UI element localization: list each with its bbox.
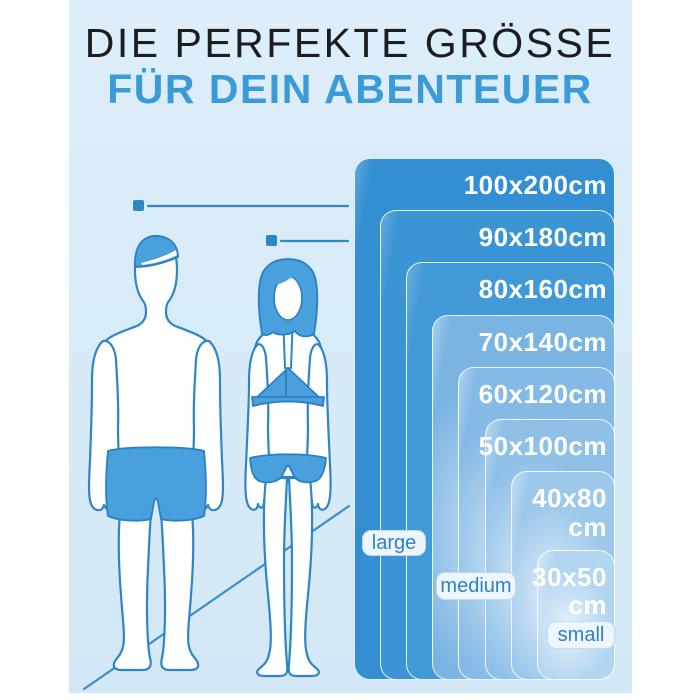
size-badge-label: large [371,531,417,554]
size-label: 80x160cm [478,274,607,305]
size-badge-medium: medium [436,572,516,600]
size-label: 90x180cm [478,222,607,253]
size-label: 100x200cm [463,170,607,200]
page-subtitle: FÜR DEIN ABENTEUER [107,66,593,112]
size-label: 30x50 cm [532,561,607,621]
size-label: 50x100cm [478,431,607,461]
size-badge-label: small [557,623,605,646]
size-label: 60x120cm [478,378,607,409]
size-label: 70x140cm [478,326,607,357]
man-silhouette-icon [87,234,225,672]
size-badge-label: medium [440,574,512,597]
size-badge-small: small [547,621,615,649]
man-height-marker-icon [133,200,144,211]
size-badge-large: large [362,530,426,556]
size-label: 40x80 cm [532,483,607,542]
woman-silhouette-icon [244,258,332,678]
page-title: DIE PERFEKTE GRÖSSE [84,20,616,66]
woman-height-marker-icon [266,235,277,246]
size-rect-30x50: 30x50 cm [532,549,615,680]
